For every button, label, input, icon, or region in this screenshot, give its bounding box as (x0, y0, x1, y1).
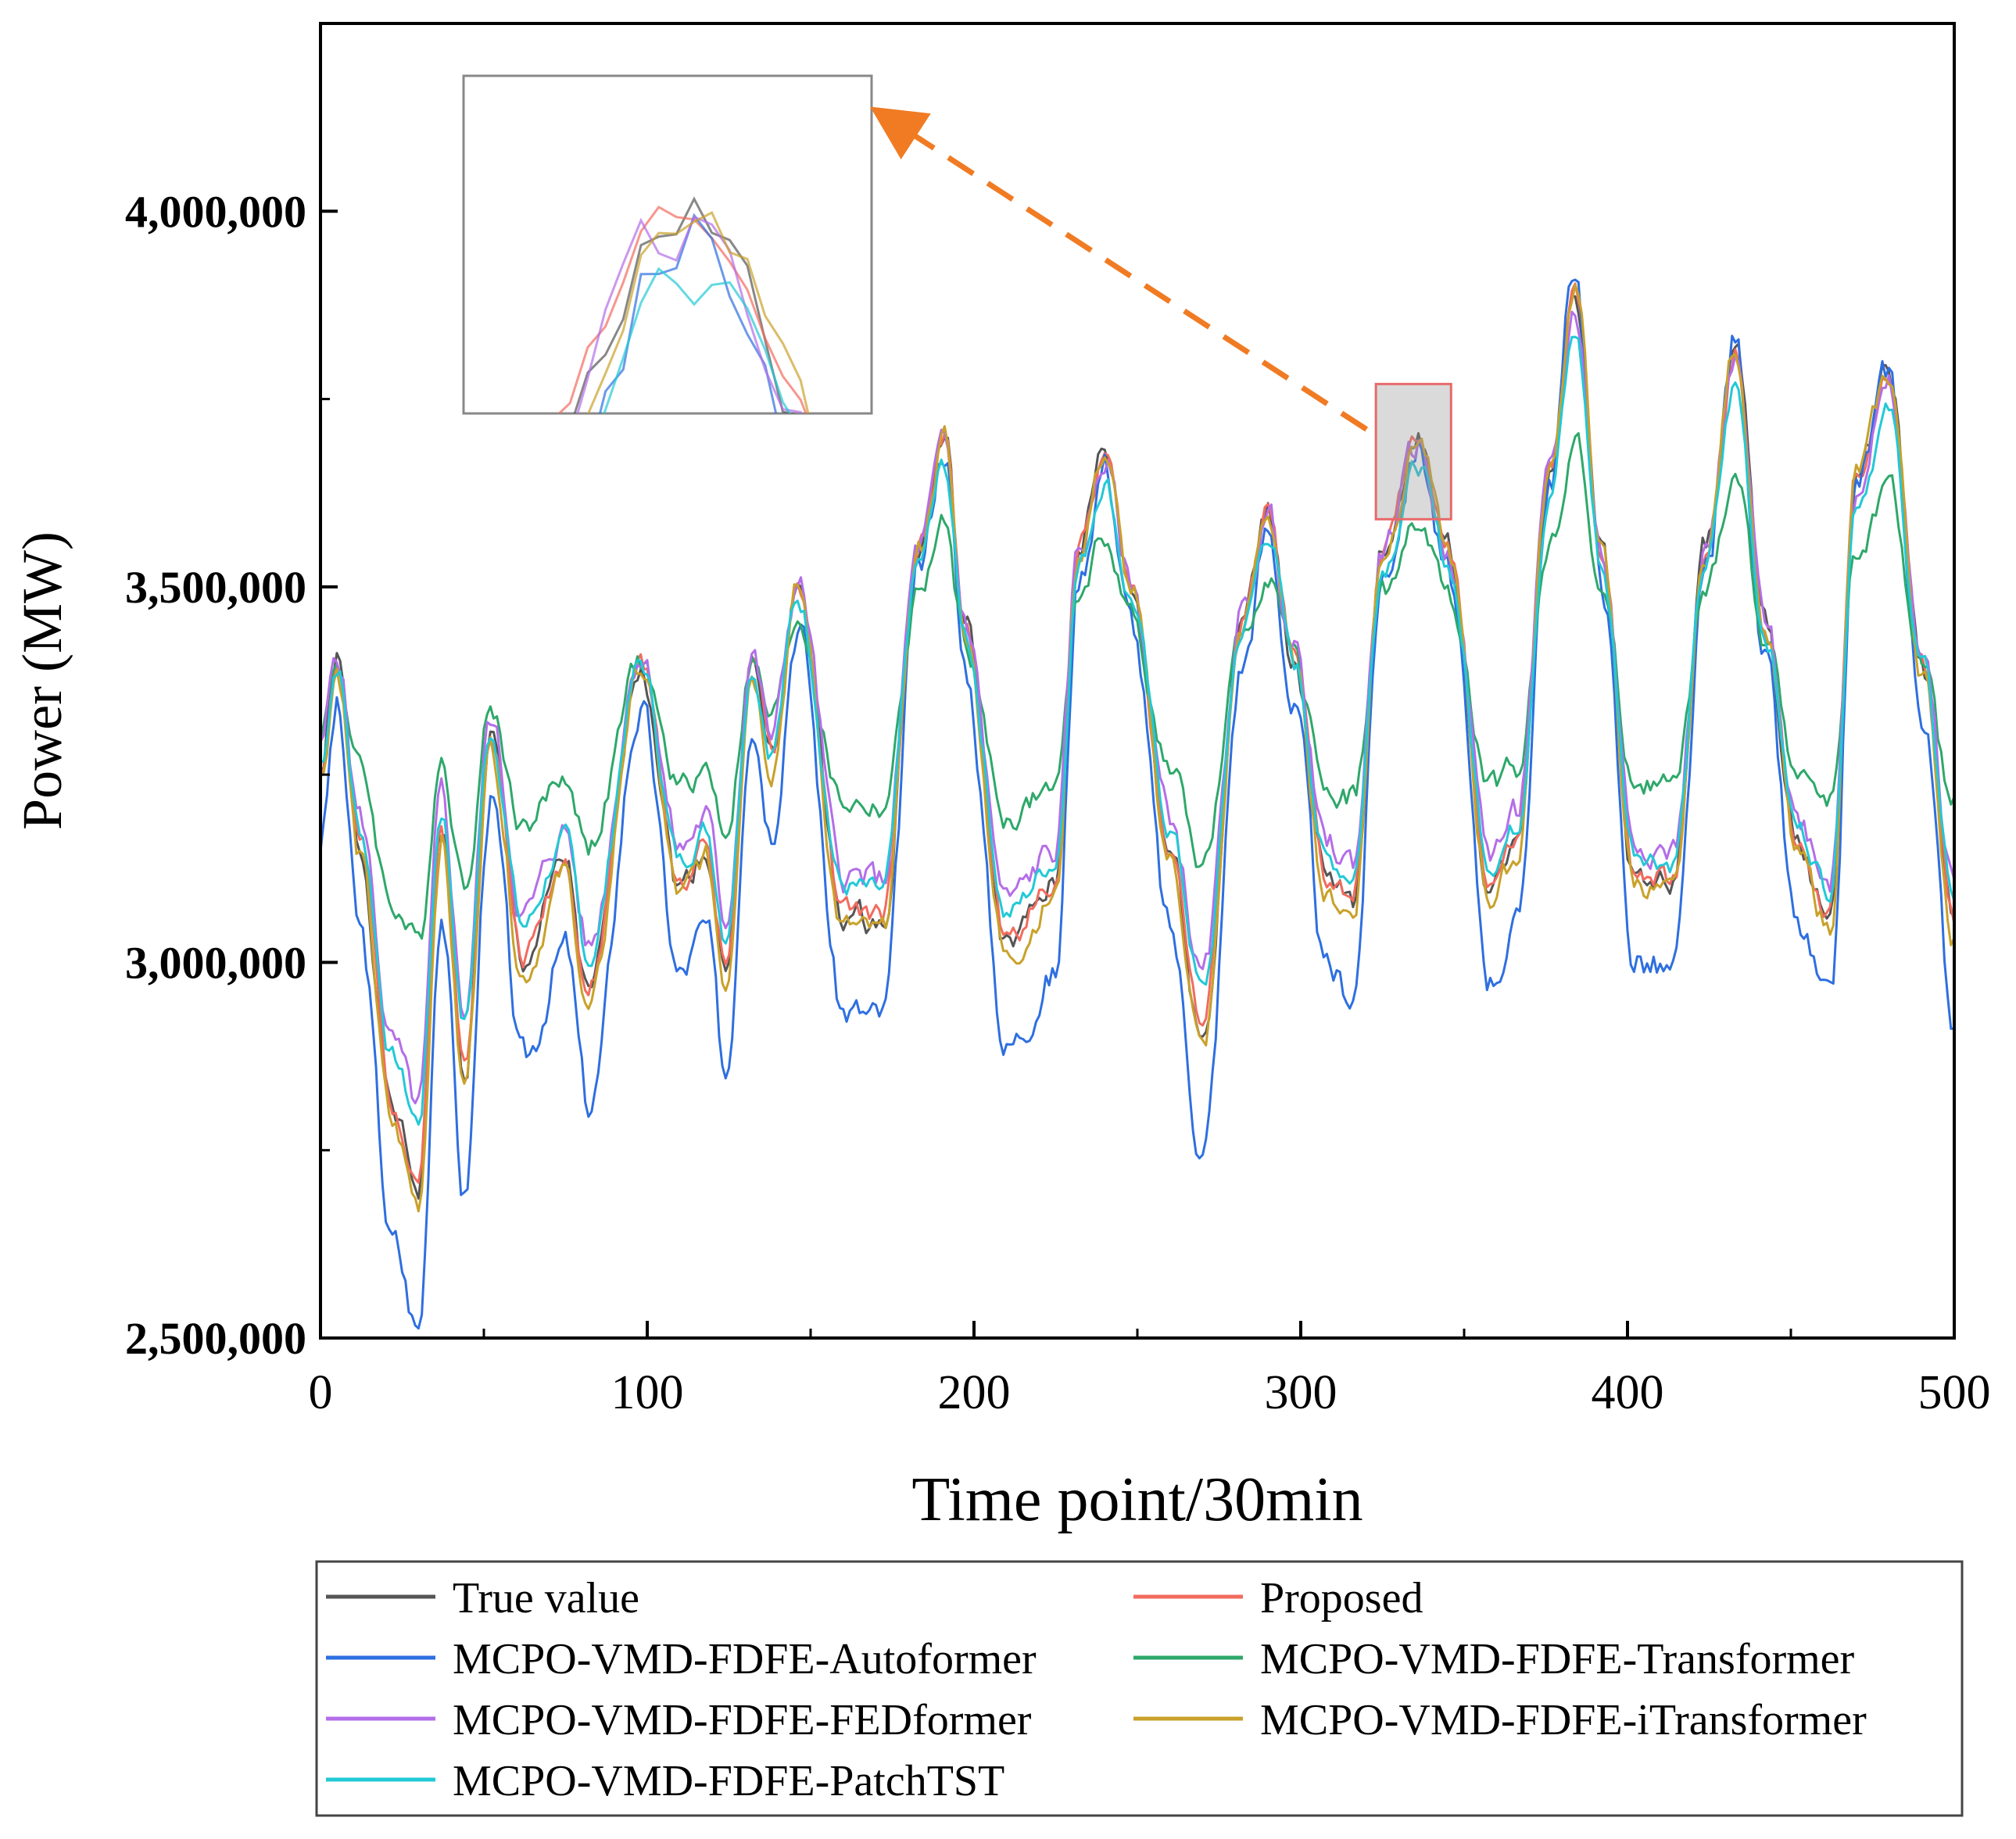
y-tick-label-4000000: 4,000,000 (125, 186, 306, 237)
x-tick-label-200: 200 (938, 1366, 1011, 1419)
zoom-arrow (870, 106, 1369, 432)
series-line-6 (320, 335, 1954, 1126)
legend-label-0: True value (453, 1574, 639, 1623)
y-tick-label-3500000: 3,500,000 (125, 562, 306, 613)
zoom-source-box (1374, 382, 1452, 521)
legend-label-3: MCPO-VMD-FDFE-Transformer (1260, 1635, 1855, 1683)
inset-series-line-3 (446, 424, 889, 711)
x-tick-label-500: 500 (1918, 1366, 1991, 1419)
legend-frame (315, 1560, 1964, 1817)
zoom-layer (446, 74, 1452, 711)
series-line-0 (320, 295, 1954, 1200)
legend-label-1: Proposed (1260, 1574, 1423, 1623)
legend-label-2: MCPO-VMD-FDFE-Autoformer (453, 1635, 1037, 1683)
legend-label-6: MCPO-VMD-FDFE-PatchTST (453, 1757, 1004, 1805)
series-line-4 (320, 310, 1954, 1104)
inset-series-line-4 (576, 215, 803, 413)
x-axis-title: Time point/30min (911, 1465, 1363, 1534)
x-tick-label-300: 300 (1265, 1366, 1337, 1419)
legend-label-4: MCPO-VMD-FDFE-FEDformer (453, 1696, 1032, 1744)
zoom-inset-frame (462, 74, 873, 415)
y-tick-label-2500000: 2,500,000 (125, 1313, 306, 1364)
series-line-2 (320, 278, 1954, 1330)
series-line-1 (320, 282, 1954, 1184)
series-layer (320, 278, 1954, 1330)
inset-series-line-6 (603, 267, 792, 413)
zoom-inset-series (446, 196, 889, 711)
y-tick-label-3000000: 3,000,000 (125, 937, 306, 988)
legend: True value Proposed MCPO-VMD-FDFE-Autoform… (315, 1560, 1964, 1817)
x-tick-label-0: 0 (309, 1366, 333, 1419)
y-axis-title: Power (MW) (11, 531, 73, 830)
legend-label-5: MCPO-VMD-FDFE-iTransformer (1260, 1696, 1867, 1744)
inset-series-line-0 (573, 196, 797, 413)
inset-series-line-5 (586, 210, 810, 413)
inset-series-line-1 (557, 206, 807, 413)
inset-series-line-2 (598, 213, 778, 413)
axis-layer: 0 100 200 300 400 500 2,500,000 3,000,000 3,500,… (125, 186, 1991, 1419)
series-line-5 (320, 283, 1954, 1213)
x-tick-label-100: 100 (611, 1366, 684, 1419)
series-line-3 (320, 431, 1954, 940)
x-tick-label-400: 400 (1592, 1366, 1664, 1419)
